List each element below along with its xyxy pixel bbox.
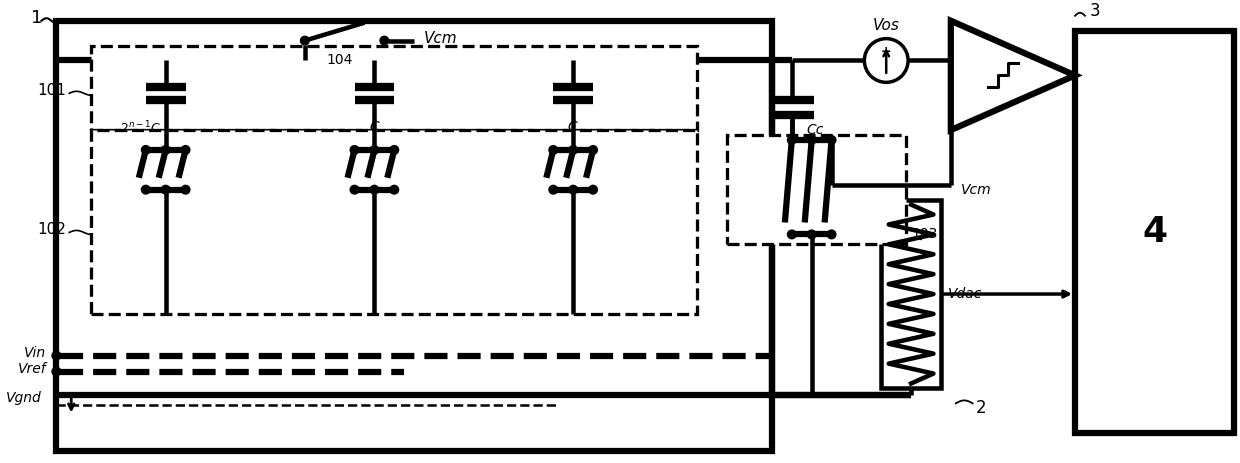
Circle shape bbox=[371, 146, 378, 154]
Text: $2^{n-1}C$: $2^{n-1}C$ bbox=[120, 120, 161, 137]
Bar bbox=[56, 21, 773, 451]
Circle shape bbox=[589, 186, 596, 194]
Circle shape bbox=[807, 231, 816, 238]
Bar bbox=[91, 130, 697, 314]
Circle shape bbox=[351, 146, 358, 154]
Circle shape bbox=[549, 146, 557, 154]
Circle shape bbox=[351, 186, 358, 194]
Text: 102: 102 bbox=[37, 222, 66, 237]
Text: Vref: Vref bbox=[17, 362, 46, 375]
Circle shape bbox=[161, 186, 170, 194]
Circle shape bbox=[391, 186, 398, 194]
Text: Vdac: Vdac bbox=[949, 287, 983, 301]
Text: Cc: Cc bbox=[807, 123, 825, 137]
Bar bbox=[727, 135, 906, 244]
Circle shape bbox=[827, 231, 836, 238]
Circle shape bbox=[787, 136, 796, 144]
Circle shape bbox=[807, 136, 816, 144]
Text: Vcm: Vcm bbox=[961, 183, 992, 197]
Circle shape bbox=[141, 146, 150, 154]
Circle shape bbox=[181, 186, 190, 194]
Circle shape bbox=[569, 146, 577, 154]
Circle shape bbox=[787, 231, 796, 238]
Circle shape bbox=[181, 146, 190, 154]
Bar bbox=[91, 45, 697, 130]
Text: $C$: $C$ bbox=[368, 120, 381, 134]
Circle shape bbox=[301, 37, 309, 44]
Text: 2: 2 bbox=[976, 399, 986, 417]
Circle shape bbox=[161, 146, 170, 154]
Text: Vos: Vos bbox=[873, 18, 900, 33]
Text: +: + bbox=[880, 45, 892, 58]
Text: 4: 4 bbox=[1142, 215, 1167, 249]
Circle shape bbox=[827, 136, 836, 144]
Circle shape bbox=[52, 368, 61, 375]
Polygon shape bbox=[951, 21, 1075, 130]
Circle shape bbox=[864, 38, 908, 82]
Circle shape bbox=[371, 186, 378, 194]
Text: 3: 3 bbox=[1090, 2, 1101, 20]
Circle shape bbox=[391, 146, 398, 154]
Circle shape bbox=[141, 186, 150, 194]
Text: Vgnd: Vgnd bbox=[6, 391, 41, 406]
Bar bbox=[880, 200, 941, 388]
Text: $C$: $C$ bbox=[568, 120, 579, 134]
Text: 103: 103 bbox=[911, 227, 937, 241]
Text: Vin: Vin bbox=[25, 346, 46, 360]
Bar bbox=[1075, 31, 1234, 433]
Text: 104: 104 bbox=[326, 52, 353, 67]
Circle shape bbox=[589, 146, 596, 154]
Circle shape bbox=[52, 352, 61, 360]
Circle shape bbox=[381, 37, 388, 44]
Text: 101: 101 bbox=[37, 83, 66, 98]
Circle shape bbox=[569, 186, 577, 194]
Circle shape bbox=[549, 186, 557, 194]
Text: 1: 1 bbox=[31, 9, 42, 27]
Text: Vcm: Vcm bbox=[424, 31, 458, 46]
